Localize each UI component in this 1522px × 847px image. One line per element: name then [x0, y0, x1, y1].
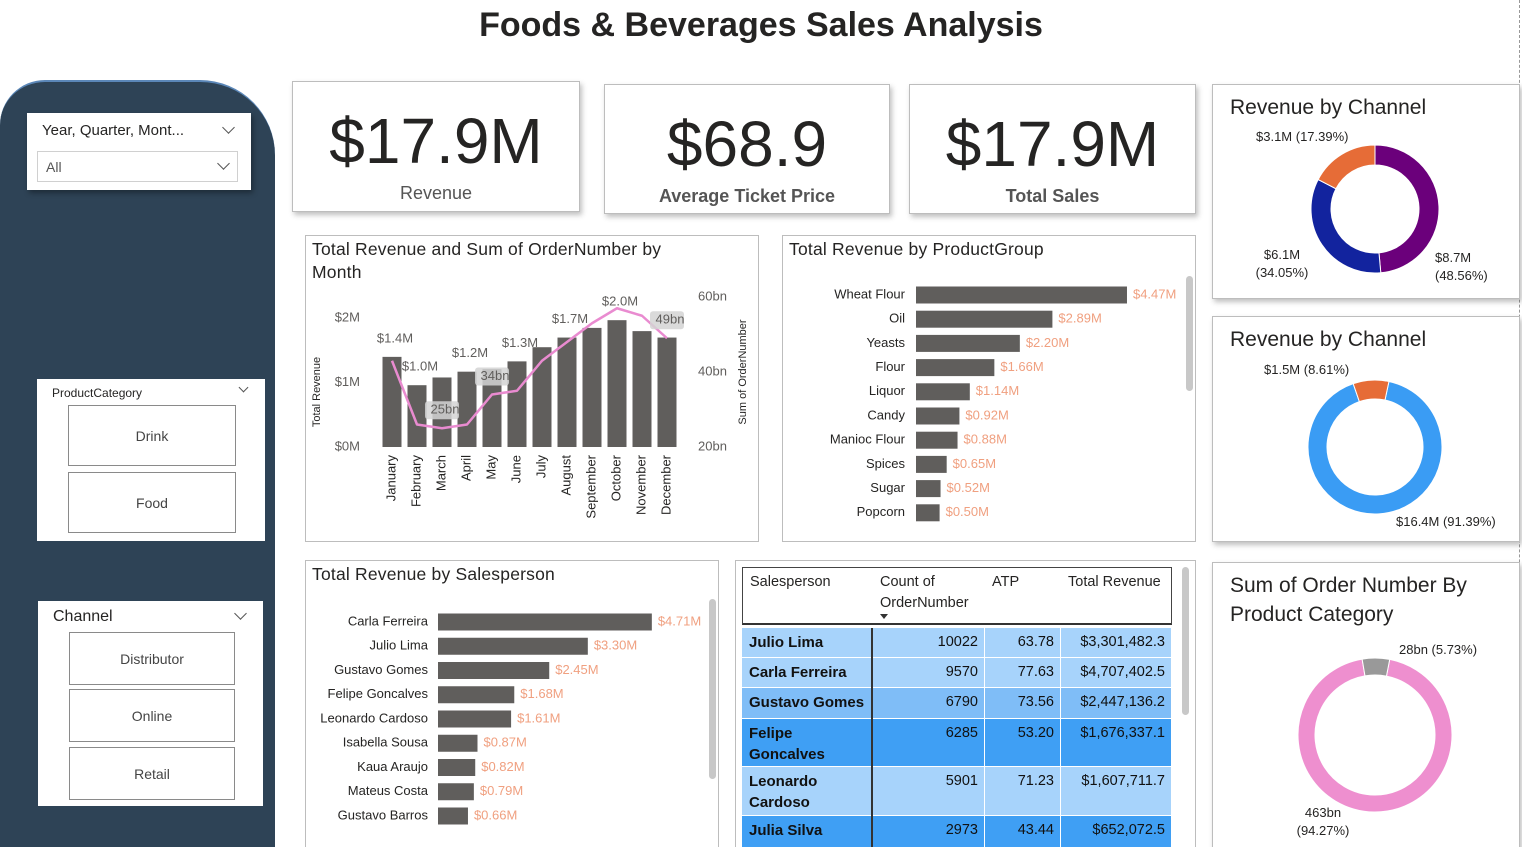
- slicer-option[interactable]: Retail: [69, 747, 235, 800]
- table-cell: Julia Silva: [743, 816, 873, 847]
- table-cell: Leonardo Cardoso: [743, 767, 873, 816]
- chart-title: Total Revenue by ProductGroup: [789, 239, 1044, 259]
- data-label: $8.7M (48.56%): [1435, 250, 1488, 283]
- table-cell: $4,707,402.5: [1061, 658, 1172, 688]
- date-slicer[interactable]: Year, Quarter, Mont... All: [27, 113, 251, 190]
- kpi-card: $17.9M Revenue: [292, 81, 580, 212]
- data-label: 28bn (5.73%): [1399, 642, 1478, 657]
- table-cell: $1,676,337.1: [1061, 719, 1172, 767]
- chevron: [238, 382, 249, 393]
- table-card: Salesperson Count of OrderNumber ATP Total …: [735, 560, 1196, 847]
- slicer-label: Year, Quarter, Mont...: [42, 122, 185, 139]
- table-cell: 77.63: [985, 658, 1061, 688]
- slicer-option[interactable]: Online: [69, 689, 235, 742]
- slicer-label: Channel: [53, 608, 113, 625]
- table-cell: 5901: [873, 767, 985, 816]
- chevron: [234, 607, 247, 620]
- chart-card: Total Revenue and Sum of OrderNumber by …: [305, 235, 759, 542]
- table-cell: 43.44: [985, 816, 1061, 847]
- kpi-value: $17.9M: [945, 108, 1160, 180]
- table-cell: 6790: [873, 688, 985, 719]
- table-cell: 53.20: [985, 719, 1061, 767]
- table-cell: Gustavo Gomes: [743, 688, 873, 719]
- chevron: [222, 121, 235, 134]
- data-label: $16.4M (91.39%): [1396, 514, 1496, 529]
- table-cell: $2,447,136.2: [1061, 688, 1172, 719]
- table-cell: 73.56: [985, 688, 1061, 719]
- chart-card: Total Revenue by ProductGroup: [782, 235, 1196, 542]
- table-row: Carla Ferreira 9570 77.63 $4,707,402.5: [742, 658, 1172, 688]
- kpi-card: $68.9 Average Ticket Price: [604, 84, 890, 214]
- chevron: [217, 157, 230, 170]
- chart-title: Sum of Order Number By Product Category: [1230, 574, 1467, 626]
- sort-arrow: [880, 614, 888, 619]
- slicer-option[interactable]: Drink: [68, 405, 236, 466]
- chart-card: Total Revenue by Salesperson: [305, 560, 719, 847]
- kpi-card: $17.9M Total Sales: [909, 84, 1196, 214]
- table-row: Julio Lima 10022 63.78 $3,301,482.3: [742, 628, 1172, 658]
- table-row: Felipe Goncalves 6285 53.20 $1,676,337.1: [742, 719, 1172, 767]
- slicer-option[interactable]: Distributor: [69, 632, 235, 685]
- column-header: ATP: [992, 574, 1020, 590]
- channel-slicer: Channel Distributor Online Retail: [38, 601, 263, 806]
- slicer-label: ProductCategory: [52, 386, 143, 400]
- column-header: Total Revenue: [1068, 574, 1161, 590]
- table-row: Leonardo Cardoso 5901 71.23 $1,607,711.7: [742, 767, 1172, 816]
- kpi-value: $17.9M: [329, 105, 543, 177]
- kpi-value: $68.9: [666, 108, 828, 180]
- product-category-slicer: ProductCategory Drink Food: [37, 379, 265, 541]
- chart-card: Sum of Order Number By Product Category: [1212, 562, 1520, 847]
- table-cell: $652,072.5: [1061, 816, 1172, 847]
- table-cell: 6285: [873, 719, 985, 767]
- table-cell: 2973: [873, 816, 985, 847]
- chart-title: Total Revenue by Salesperson: [312, 564, 555, 584]
- slicer-option[interactable]: Food: [68, 472, 236, 533]
- table-row: Gustavo Gomes 6790 73.56 $2,447,136.2: [742, 688, 1172, 719]
- table-cell: 63.78: [985, 628, 1061, 658]
- kpi-label: Average Ticket Price: [658, 186, 836, 206]
- table-cell: Julio Lima: [743, 628, 873, 658]
- table-cell: Carla Ferreira: [743, 658, 873, 688]
- column-header: Salesperson: [750, 574, 831, 590]
- table-cell: 71.23: [985, 767, 1061, 816]
- table-cell: 10022: [873, 628, 985, 658]
- scrollbar[interactable]: [1186, 276, 1193, 391]
- scrollbar[interactable]: [1182, 567, 1189, 715]
- chart-card: Revenue by Channel: [1212, 316, 1520, 542]
- column-header: Count of OrderNumber: [880, 574, 969, 611]
- chart-title: Total Revenue and Sum of OrderNumber by …: [312, 239, 662, 282]
- data-label: 463bn (94.27%): [1296, 805, 1350, 838]
- kpi-label: Revenue: [399, 183, 473, 203]
- data-label: $3.1M (17.39%): [1256, 129, 1349, 144]
- scrollbar[interactable]: [709, 599, 716, 779]
- kpi-label: Total Sales: [1005, 186, 1100, 206]
- table-cell: 9570: [873, 658, 985, 688]
- table-header: Salesperson Count of OrderNumber ATP Total …: [742, 567, 1172, 625]
- table-cell: Felipe Goncalves: [743, 719, 873, 767]
- page-title: Foods & Beverages Sales Analysis: [479, 6, 1043, 44]
- chart-title: Revenue by Channel: [1230, 328, 1427, 351]
- data-label: $6.1M (34.05%): [1255, 247, 1309, 280]
- table-row: Julia Silva 2973 43.44 $652,072.5: [742, 816, 1172, 847]
- table-cell: $3,301,482.3: [1061, 628, 1172, 658]
- chart-title: Revenue by Channel: [1230, 96, 1427, 119]
- dropdown-value: All: [46, 159, 62, 175]
- table-cell: $1,607,711.7: [1061, 767, 1172, 816]
- dropdown[interactable]: All: [37, 151, 238, 182]
- data-label: $1.5M (8.61%): [1264, 362, 1350, 377]
